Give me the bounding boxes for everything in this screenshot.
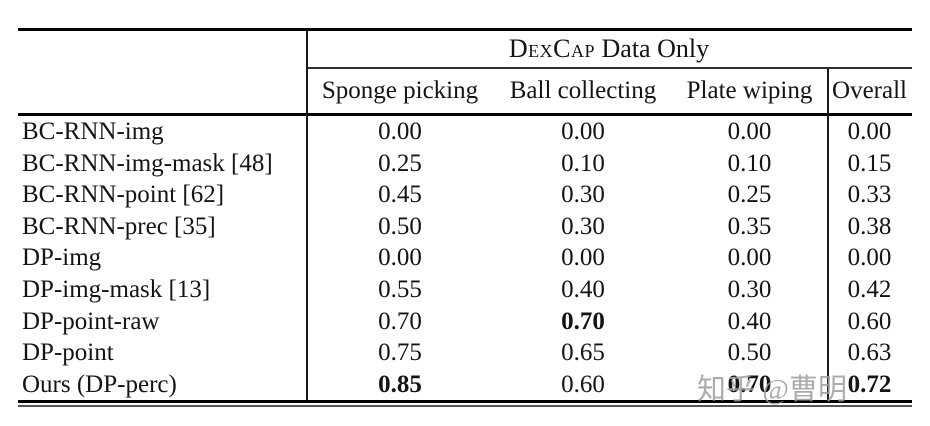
table-row: DP-img 0.00 0.00 0.00 0.00 <box>18 242 912 274</box>
table-cell: 0.75 <box>378 339 422 367</box>
table-cell: 0.50 <box>378 212 422 240</box>
table-cell: 0.72 <box>847 370 892 398</box>
row-label: BC-RNN-img <box>22 118 164 146</box>
group-header-brand: DexCap <box>508 34 596 63</box>
table-cell: 0.30 <box>561 181 605 209</box>
table-cell: 0.10 <box>561 149 605 177</box>
col-header-overall: Overall <box>832 77 907 104</box>
table-cell: 0.33 <box>847 181 892 209</box>
table-cell: 0.30 <box>561 212 605 240</box>
table-cell: 0.55 <box>378 276 422 304</box>
table-row: DP-img-mask [13] 0.55 0.40 0.30 0.42 <box>18 274 912 306</box>
table-cell: 0.70 <box>561 307 605 335</box>
table-cell: 0.00 <box>561 244 605 272</box>
table-cell: 0.25 <box>727 181 772 209</box>
table-cell: 0.35 <box>727 212 772 240</box>
row-label: BC-RNN-img-mask [48] <box>22 149 273 177</box>
group-header-dexcap-data-only: DexCap Data Only <box>306 31 912 67</box>
table-cell: 0.70 <box>727 370 772 398</box>
table-cell: 0.10 <box>727 149 772 177</box>
table-rule-top <box>18 28 912 31</box>
table-cell: 0.00 <box>727 244 772 272</box>
table-row: DP-point-raw 0.70 0.70 0.40 0.60 <box>18 305 912 337</box>
col-header-sponge-picking: Sponge picking <box>321 77 479 104</box>
table-cell: 0.25 <box>378 149 422 177</box>
table-cell: 0.00 <box>378 118 422 146</box>
group-header-rest: Data Only <box>595 34 710 63</box>
table-rule-header-bottom <box>18 113 912 116</box>
table-cell: 0.70 <box>378 307 422 335</box>
table-cell: 0.42 <box>847 276 892 304</box>
table-body: BC-RNN-img 0.00 0.00 0.00 0.00 BC-RNN-im… <box>18 116 912 400</box>
table-row: BC-RNN-prec [35] 0.50 0.30 0.35 0.38 <box>18 211 912 243</box>
table-row: DP-point 0.75 0.65 0.50 0.63 <box>18 337 912 369</box>
row-label: BC-RNN-point [62] <box>22 181 225 209</box>
table-cell: 0.65 <box>561 339 605 367</box>
table-cell: 0.60 <box>561 370 605 398</box>
col-header-ball-collecting: Ball collecting <box>509 77 657 104</box>
row-label: Ours (DP-perc) <box>22 370 177 398</box>
table-row: BC-RNN-point [62] 0.45 0.30 0.25 0.33 <box>18 179 912 211</box>
row-label: DP-img-mask [13] <box>22 276 211 304</box>
row-label: DP-img <box>22 244 102 272</box>
table-vrule-overall <box>827 69 829 400</box>
table-cell: 0.00 <box>378 244 422 272</box>
table-cell: 0.50 <box>727 339 772 367</box>
col-header-plate-wiping: Plate wiping <box>686 77 813 104</box>
table-cell: 0.85 <box>378 370 422 398</box>
table-cell: 0.15 <box>847 149 892 177</box>
row-label: BC-RNN-prec [35] <box>22 212 216 240</box>
table-rule-group-underline <box>306 67 912 69</box>
table-cell: 0.40 <box>561 276 605 304</box>
table-vrule-labels <box>306 31 308 400</box>
table-cell: 0.45 <box>378 181 422 209</box>
row-label: DP-point-raw <box>22 307 160 335</box>
table-rule-bottom <box>18 400 912 403</box>
table-cell: 0.30 <box>727 276 772 304</box>
row-label: DP-point <box>22 339 114 367</box>
table-cell: 0.60 <box>847 307 892 335</box>
table-cell: 0.38 <box>847 212 892 240</box>
table-cell: 0.40 <box>727 307 772 335</box>
table-cell: 0.00 <box>727 118 772 146</box>
table-rule-bottom-thin <box>18 405 912 407</box>
table-row: BC-RNN-img 0.00 0.00 0.00 0.00 <box>18 116 912 148</box>
table-cell: 0.00 <box>847 244 892 272</box>
table-row: Ours (DP-perc) 0.85 0.60 0.70 0.72 <box>18 368 912 400</box>
table-cell: 0.00 <box>847 118 892 146</box>
table-cell: 0.63 <box>847 339 892 367</box>
table-row: BC-RNN-img-mask [48] 0.25 0.10 0.10 0.15 <box>18 148 912 180</box>
table-cell: 0.00 <box>561 118 605 146</box>
